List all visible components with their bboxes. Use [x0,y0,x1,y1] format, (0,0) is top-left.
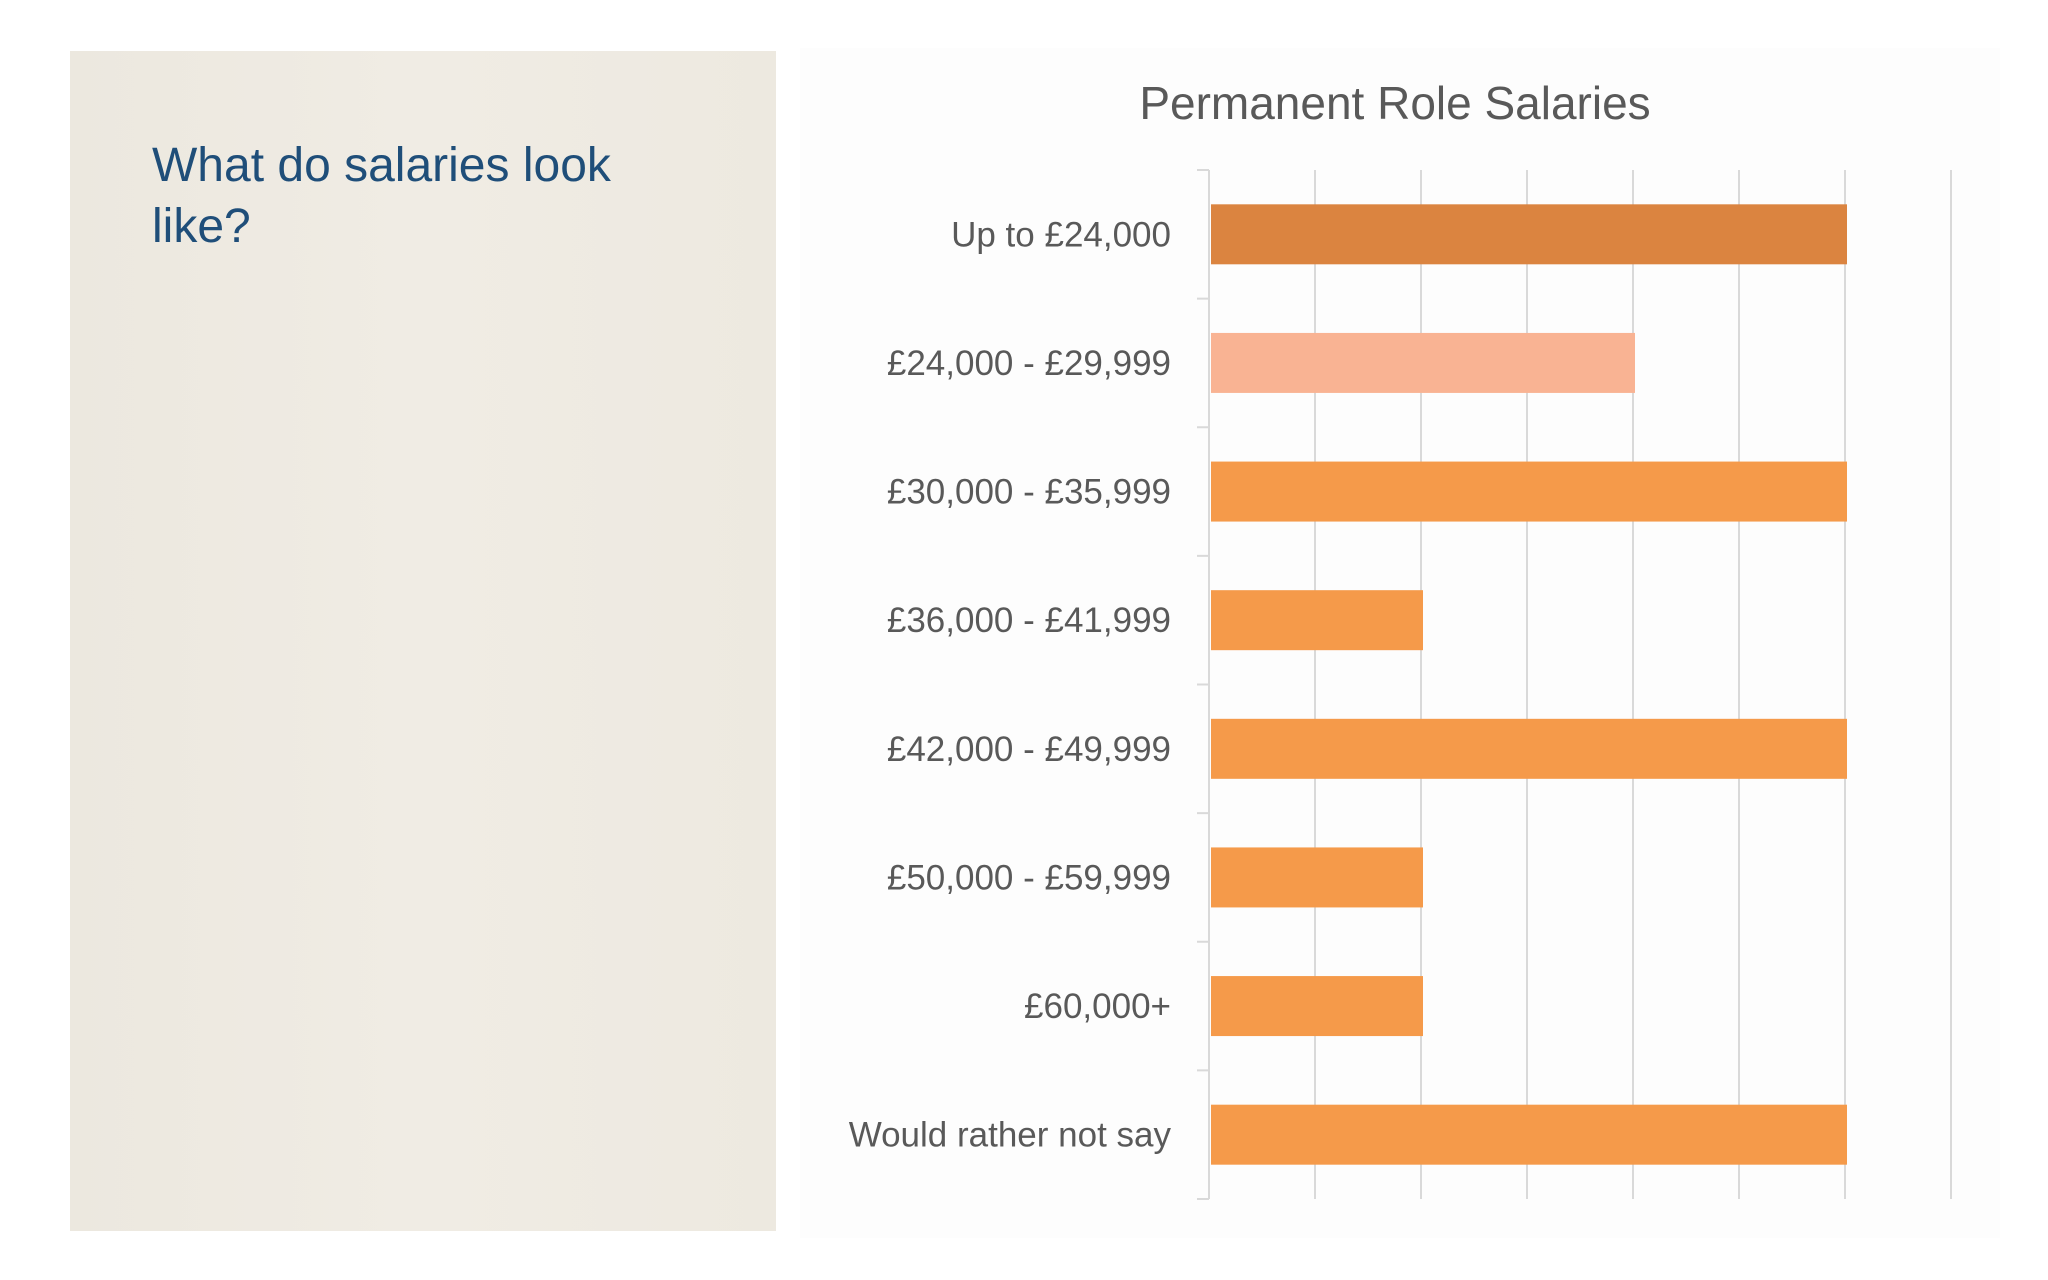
chart-area: Permanent Role Salaries Up to £24,000 £24… [800,48,2000,1238]
bar-5 [1211,718,1847,779]
category-label: £36,000 - £41,999 [887,601,1171,640]
chart-svg: Up to £24,000 £24,000 - £29,999 £30,000 - … [849,169,1952,1200]
category-label: £30,000 - £35,999 [887,473,1171,512]
bar-8 [1211,1104,1847,1165]
bar-4 [1211,590,1423,651]
bar-7 [1211,976,1423,1037]
bar-6 [1211,847,1423,908]
category-label: £42,000 - £49,999 [887,730,1171,769]
category-label: £24,000 - £29,999 [887,344,1171,383]
category-label: £60,000+ [1024,987,1171,1026]
bar-1 [1211,204,1847,265]
category-label: Would rather not say [849,1116,1172,1155]
bar-3 [1211,461,1847,522]
category-label: £50,000 - £59,999 [887,858,1171,897]
category-label: Up to £24,000 [951,215,1171,254]
slide-heading: What do salaries look like? [152,139,611,253]
left-panel: What do salaries look like? [70,51,776,1231]
bar-2 [1211,332,1635,393]
chart-title: Permanent Role Salaries [1139,77,1651,129]
